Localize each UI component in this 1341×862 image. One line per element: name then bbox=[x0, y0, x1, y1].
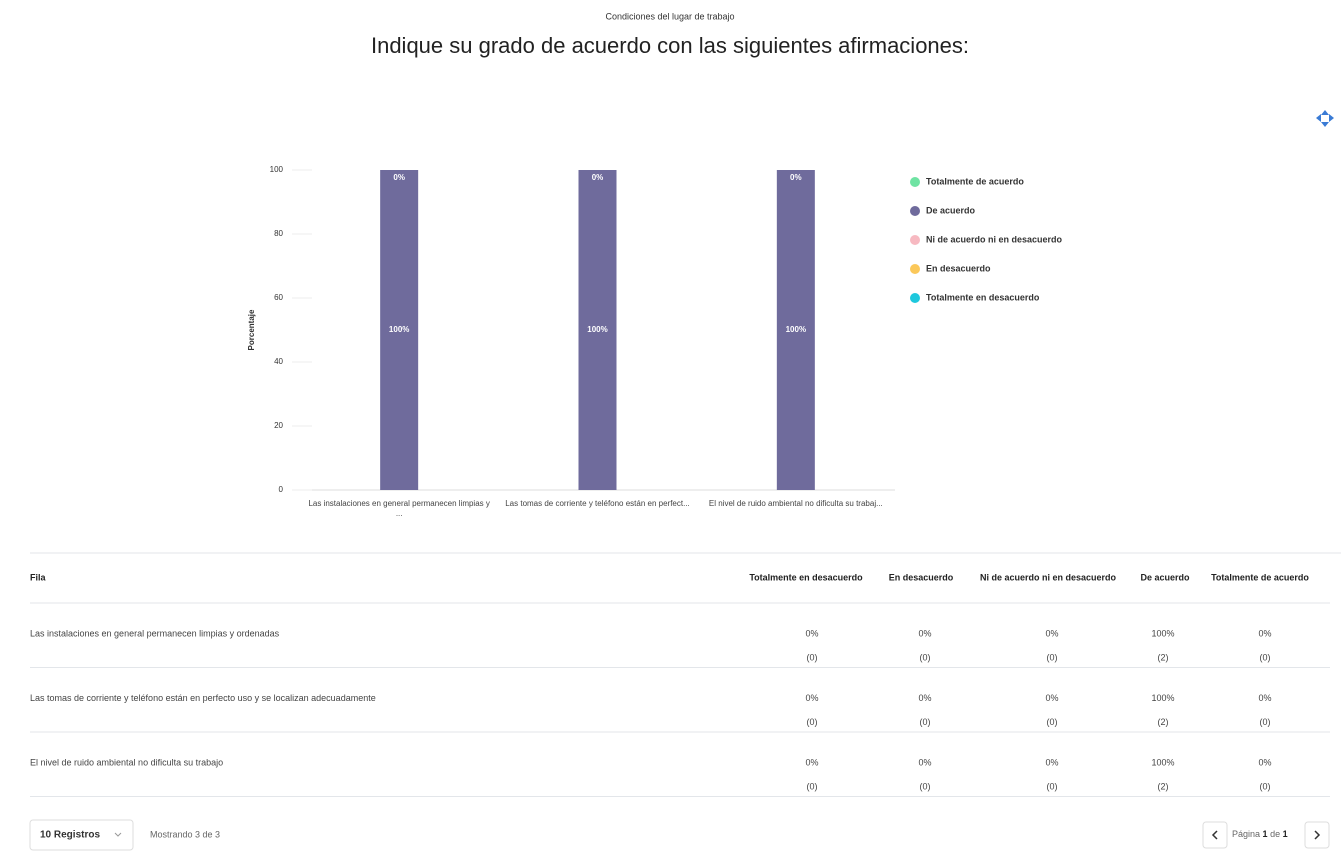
table-header: Totalmente en desacuerdo bbox=[749, 572, 863, 582]
cell-percent: 0% bbox=[1045, 757, 1058, 767]
bar-segment bbox=[380, 170, 419, 490]
subtitle: Condiciones del lugar de trabajo bbox=[605, 11, 734, 21]
y-tick-label: 60 bbox=[274, 293, 283, 302]
prev-page-button[interactable] bbox=[1202, 821, 1228, 849]
title: Indique su grado de acuerdo con las sigu… bbox=[371, 33, 969, 58]
cell-percent: 0% bbox=[1258, 757, 1271, 767]
cell-percent: 0% bbox=[805, 628, 818, 638]
cell-percent: 0% bbox=[805, 693, 818, 703]
table-header: Totalmente de acuerdo bbox=[1211, 572, 1309, 582]
y-tick-label: 80 bbox=[274, 229, 283, 238]
page-size-select[interactable] bbox=[29, 819, 134, 851]
cell-percent: 0% bbox=[805, 757, 818, 767]
legend-swatch bbox=[910, 206, 920, 216]
cell-count: (0) bbox=[1260, 781, 1271, 791]
legend-swatch bbox=[910, 235, 920, 245]
page-word: Página bbox=[1232, 829, 1260, 839]
cell-percent: 100% bbox=[1151, 628, 1174, 638]
data-label: 0% bbox=[393, 173, 405, 182]
data-label: 0% bbox=[790, 173, 802, 182]
legend-label: Totalmente en desacuerdo bbox=[926, 292, 1040, 302]
cell-count: (0) bbox=[920, 781, 931, 791]
row-label: Las tomas de corriente y teléfono están … bbox=[30, 693, 376, 703]
table-header: Ni de acuerdo ni en desacuerdo bbox=[980, 572, 1117, 582]
data-label: 100% bbox=[587, 325, 607, 334]
cell-percent: 0% bbox=[918, 757, 931, 767]
row-label: El nivel de ruido ambiental no dificulta… bbox=[30, 757, 223, 767]
cell-percent: 0% bbox=[918, 628, 931, 638]
y-tick-label: 20 bbox=[274, 421, 283, 430]
table-header: De acuerdo bbox=[1140, 572, 1190, 582]
cell-percent: 0% bbox=[918, 693, 931, 703]
data-label: 0% bbox=[592, 173, 604, 182]
cell-count: (0) bbox=[1260, 717, 1271, 727]
expand-arrows bbox=[1316, 110, 1334, 127]
cell-count: (0) bbox=[1260, 652, 1271, 662]
data-label: 100% bbox=[786, 325, 806, 334]
data-label: 100% bbox=[389, 325, 409, 334]
x-tick-label: Las instalaciones en general permanecen … bbox=[308, 499, 490, 518]
prev-arrow bbox=[1211, 830, 1218, 840]
bar-segment bbox=[578, 170, 617, 490]
cell-count: (0) bbox=[807, 781, 818, 791]
cell-count: (0) bbox=[920, 652, 931, 662]
of-word: de bbox=[1270, 829, 1280, 839]
y-tick-label: 0 bbox=[279, 485, 284, 494]
cell-count: (0) bbox=[1047, 717, 1058, 727]
legend-label: Ni de acuerdo ni en desacuerdo bbox=[926, 234, 1063, 244]
page-count: 1 bbox=[1283, 829, 1288, 839]
bar-segment bbox=[776, 170, 815, 490]
y-tick-label: 40 bbox=[274, 357, 283, 366]
x-tick-label: Las tomas de corriente y teléfono están … bbox=[505, 499, 690, 508]
cell-percent: 0% bbox=[1045, 628, 1058, 638]
legend-label: Totalmente de acuerdo bbox=[926, 176, 1024, 186]
cell-count: (2) bbox=[1158, 717, 1169, 727]
y-tick-label: 100 bbox=[270, 165, 284, 174]
showing-text: Mostrando 3 de 3 bbox=[150, 829, 220, 839]
next-arrow bbox=[1314, 830, 1321, 840]
cell-count: (0) bbox=[1047, 652, 1058, 662]
legend-swatch bbox=[910, 293, 920, 303]
table-header: Fila bbox=[30, 572, 46, 582]
row-label: Las instalaciones en general permanecen … bbox=[30, 628, 280, 638]
cell-count: (0) bbox=[920, 717, 931, 727]
cell-count: (0) bbox=[1047, 781, 1058, 791]
select-chevron bbox=[114, 832, 122, 837]
next-page-button[interactable] bbox=[1304, 821, 1330, 849]
cell-percent: 0% bbox=[1258, 628, 1271, 638]
cell-count: (0) bbox=[807, 717, 818, 727]
pagination-text: Página 1 de 1 bbox=[1232, 829, 1288, 839]
page-number: 1 bbox=[1263, 829, 1268, 839]
cell-count: (0) bbox=[807, 652, 818, 662]
cell-percent: 100% bbox=[1151, 693, 1174, 703]
legend-swatch bbox=[910, 177, 920, 187]
legend-label: En desacuerdo bbox=[926, 263, 991, 273]
cell-count: (2) bbox=[1158, 781, 1169, 791]
cell-percent: 100% bbox=[1151, 757, 1174, 767]
page-size-text: 10 Registros bbox=[40, 830, 100, 841]
cell-percent: 0% bbox=[1258, 693, 1271, 703]
expand-icon[interactable] bbox=[1316, 110, 1334, 127]
legend-swatch bbox=[910, 264, 920, 274]
cell-percent: 0% bbox=[1045, 693, 1058, 703]
cell-count: (2) bbox=[1158, 652, 1169, 662]
x-tick-label: El nivel de ruido ambiental no dificulta… bbox=[708, 499, 883, 508]
legend-label: De acuerdo bbox=[926, 205, 976, 215]
table-header: En desacuerdo bbox=[889, 572, 954, 582]
y-axis-label: Porcentaje bbox=[247, 309, 256, 350]
